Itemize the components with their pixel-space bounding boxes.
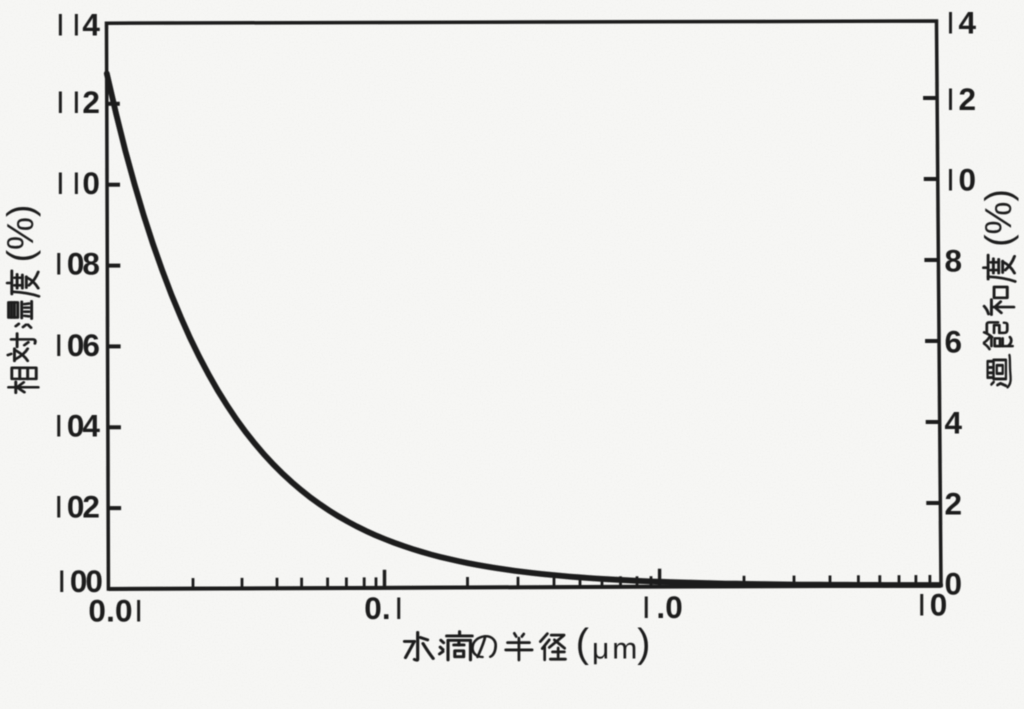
svg-text:0: 0 [67, 327, 85, 363]
svg-text:8: 8 [945, 243, 963, 279]
svg-text:I: I [56, 7, 65, 43]
svg-text:μ: μ [592, 633, 609, 666]
svg-text:I: I [917, 587, 926, 623]
svg-text:I: I [72, 7, 81, 43]
svg-text:I: I [57, 563, 66, 599]
svg-text:.: . [382, 590, 391, 626]
svg-text:I: I [54, 327, 63, 363]
svg-text:.: . [656, 589, 665, 625]
svg-text:0: 0 [67, 408, 85, 444]
svg-text:0: 0 [70, 563, 88, 599]
svg-text:m: m [612, 633, 637, 666]
svg-text:.: . [106, 593, 115, 629]
svg-text:0: 0 [665, 589, 683, 625]
svg-text:4: 4 [945, 405, 963, 441]
svg-text:(: ( [576, 622, 589, 666]
svg-text:I: I [56, 165, 65, 201]
svg-text:0: 0 [67, 489, 85, 525]
svg-text:): ) [637, 622, 650, 666]
svg-text:0: 0 [85, 563, 103, 599]
svg-text:I: I [394, 590, 403, 626]
svg-text:2: 2 [959, 81, 977, 117]
svg-text:0: 0 [930, 587, 948, 623]
svg-text:0: 0 [945, 566, 963, 602]
svg-text:6: 6 [945, 324, 963, 360]
svg-text:2: 2 [82, 489, 100, 525]
svg-text:I: I [946, 5, 955, 41]
svg-text:I: I [54, 246, 63, 282]
svg-text:I: I [72, 84, 81, 120]
svg-text:2: 2 [82, 84, 100, 120]
svg-text:I: I [54, 408, 63, 444]
svg-text:8: 8 [82, 246, 100, 282]
svg-text:I: I [72, 165, 81, 201]
svg-text:(%): (%) [0, 205, 41, 263]
svg-text:I: I [946, 162, 955, 198]
svg-text:0: 0 [364, 590, 382, 626]
svg-text:I: I [642, 589, 651, 625]
svg-text:6: 6 [82, 327, 100, 363]
svg-text:0: 0 [88, 593, 106, 629]
svg-text:0: 0 [82, 165, 100, 201]
svg-text:I: I [54, 489, 63, 525]
svg-text:0: 0 [115, 593, 133, 629]
svg-text:4: 4 [82, 7, 100, 43]
svg-text:0: 0 [67, 246, 85, 282]
svg-text:(%): (%) [978, 189, 1019, 247]
svg-text:4: 4 [82, 408, 100, 444]
svg-text:4: 4 [959, 5, 977, 41]
svg-text:2: 2 [945, 486, 963, 522]
svg-text:0: 0 [959, 162, 977, 198]
svg-text:I: I [946, 81, 955, 117]
svg-text:I: I [134, 593, 143, 629]
svg-text:I: I [56, 84, 65, 120]
